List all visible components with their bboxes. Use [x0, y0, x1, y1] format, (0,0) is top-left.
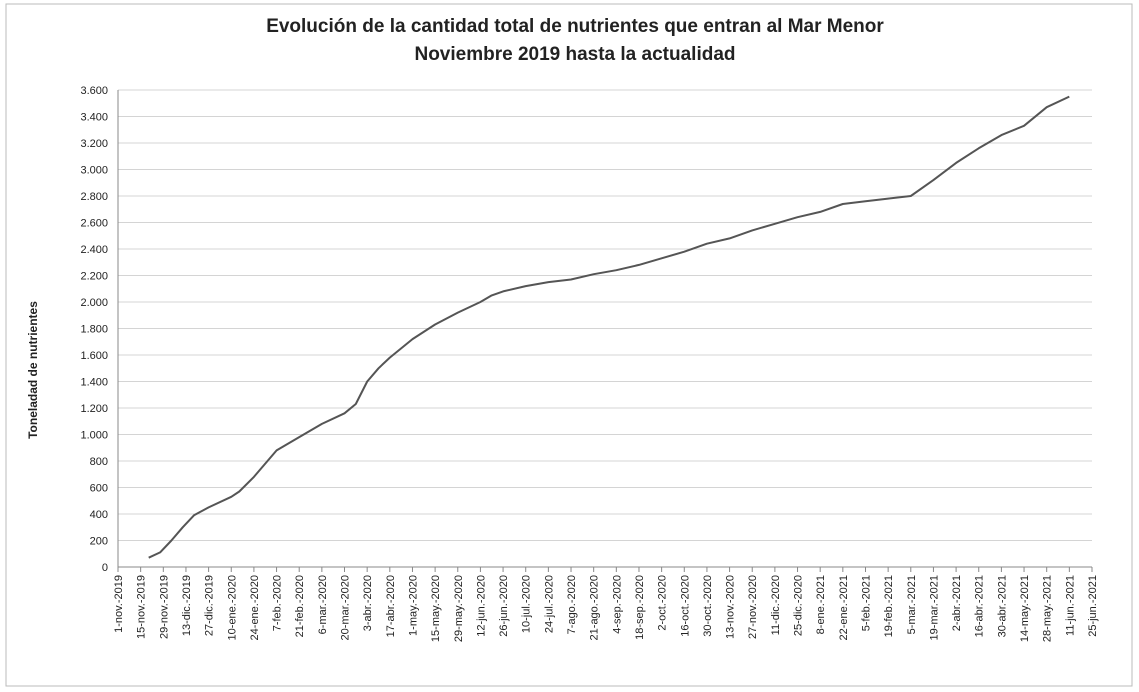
- y-tick-label: 3.000: [80, 165, 108, 177]
- y-tick-label: 800: [90, 456, 108, 468]
- y-tick-label: 2.400: [80, 244, 108, 256]
- x-tick-label: 16-oct.-2020: [679, 575, 691, 637]
- y-tick-label: 2.000: [80, 297, 108, 309]
- x-tick-label: 4-sep.-2020: [611, 575, 623, 634]
- chart-title: Evolución de la cantidad total de nutrie…: [266, 16, 884, 37]
- y-tick-label: 3.400: [80, 112, 108, 124]
- x-tick-label: 2-oct.-2020: [657, 575, 669, 631]
- x-tick-label: 25-dic.-2020: [793, 575, 805, 636]
- x-tick-label: 24-jul.-2020: [543, 575, 555, 633]
- x-tick-label: 24-ene.-2020: [249, 575, 261, 640]
- x-tick-label: 5-mar.-2021: [906, 575, 918, 634]
- x-tick-label: 30-oct.-2020: [702, 575, 714, 637]
- chart-border: [5, 3, 1133, 687]
- x-tick-label: 30-abr.-2021: [996, 575, 1008, 637]
- x-tick-label: 5-feb.-2021: [860, 575, 872, 631]
- x-tick-label: 15-nov.-2019: [136, 575, 148, 639]
- x-tick-label: 7-ago.-2020: [566, 575, 578, 634]
- x-tick-label: 27-dic.-2019: [204, 575, 216, 636]
- chart-subtitle: Noviembre 2019 hasta la actualidad: [414, 44, 735, 65]
- x-tick-label: 28-may.-2021: [1042, 575, 1054, 642]
- x-tick-label: 6-mar.-2020: [317, 575, 329, 634]
- x-tick-label: 10-jul.-2020: [521, 575, 533, 633]
- x-tick-label: 26-jun.-2020: [498, 575, 510, 637]
- y-tick-label: 3.600: [80, 85, 108, 97]
- data-line: [148, 95, 1070, 559]
- x-tick-label: 1-nov.-2019: [113, 575, 125, 633]
- x-tick-label: 22-ene.-2021: [838, 575, 850, 640]
- x-tick-label: 29-nov.-2019: [158, 575, 170, 639]
- x-tick-label: 11-dic.-2020: [770, 575, 782, 635]
- x-tick-label: 21-feb.-2020: [294, 575, 306, 637]
- y-tick-label: 3.200: [80, 138, 108, 150]
- y-tick-label: 1.200: [80, 403, 108, 415]
- x-tick-label: 17-abr.-2020: [385, 575, 397, 637]
- x-tick-label: 1-may.-2020: [407, 575, 419, 636]
- x-tick-label: 11-jun.-2021: [1064, 575, 1076, 636]
- x-tick-label: 3-abr.-2020: [362, 575, 374, 631]
- x-tick-label: 20-mar.-2020: [340, 575, 352, 640]
- y-tick-label: 1.600: [80, 350, 108, 362]
- x-tick-label: 14-may.-2021: [1019, 575, 1031, 642]
- x-tick-label: 18-sep.-2020: [634, 575, 646, 640]
- y-tick-label: 2.800: [80, 191, 108, 203]
- x-tick-label: 8-ene.-2021: [815, 575, 827, 634]
- y-tick-label: 0: [102, 562, 108, 574]
- y-tick-label: 1.400: [80, 377, 108, 389]
- x-tick-label: 15-may.-2020: [430, 575, 442, 642]
- y-tick-label: 1.000: [80, 430, 108, 442]
- x-tick-label: 13-dic.-2019: [181, 575, 193, 636]
- x-tick-label: 7-feb.-2020: [272, 575, 284, 631]
- y-axis-label: Toneladad de nutrientes: [26, 301, 40, 439]
- x-tick-label: 21-ago.-2020: [589, 575, 601, 640]
- x-tick-label: 19-mar.-2021: [928, 575, 940, 640]
- x-tick-label: 27-nov.-2020: [747, 575, 759, 639]
- x-tick-label: 25-jun.-2021: [1087, 575, 1099, 637]
- x-tick-label: 13-nov.-2020: [725, 575, 737, 639]
- x-tick-label: 29-may.-2020: [453, 575, 465, 642]
- x-tick-label: 19-feb.-2021: [883, 575, 895, 637]
- y-tick-label: 200: [90, 536, 108, 548]
- y-tick-label: 2.600: [80, 218, 108, 230]
- x-tick-label: 12-jun.-2020: [475, 575, 487, 637]
- y-tick-label: 2.200: [80, 271, 108, 283]
- y-tick-label: 400: [90, 509, 108, 521]
- y-tick-label: 1.800: [80, 324, 108, 336]
- x-tick-label: 2-abr.-2021: [951, 575, 963, 631]
- y-tick-label: 600: [90, 483, 108, 495]
- x-tick-label: 10-ene.-2020: [226, 575, 238, 640]
- x-tick-label: 16-abr.-2021: [974, 575, 986, 637]
